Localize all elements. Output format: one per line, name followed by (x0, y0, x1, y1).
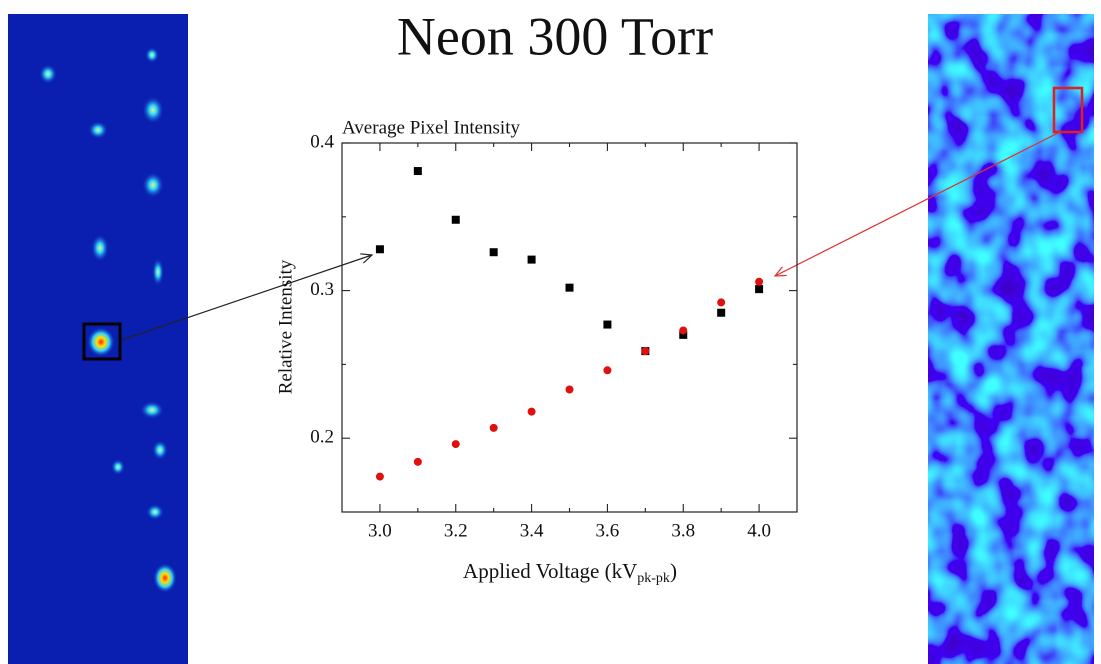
point (527, 255, 536, 264)
y-tick-label: 0.2 (310, 427, 334, 448)
plot-frame (341, 142, 798, 513)
x-tick-label: 3.2 (444, 520, 468, 541)
x-tick-label: 3.6 (596, 520, 620, 541)
x-tick-label: 3.8 (671, 520, 695, 541)
x-tick-label: 3.4 (520, 520, 544, 541)
y-axis-label: Relative Intensity (275, 259, 296, 394)
point (679, 326, 688, 335)
point (451, 215, 460, 224)
chart-title: Average Pixel Intensity (342, 117, 520, 138)
point (375, 245, 384, 254)
point (413, 457, 422, 466)
point (755, 285, 764, 294)
x-axis-label-sub: pk-pk (637, 571, 670, 586)
point (451, 440, 460, 449)
slide-title: Neon 300 Torr (397, 6, 713, 66)
x-axis-label-end: ) (670, 559, 677, 583)
point (413, 167, 422, 176)
x-tick-label: 4.0 (747, 520, 771, 541)
point (717, 298, 726, 307)
point (489, 248, 498, 257)
left-image (8, 14, 188, 664)
x-tick-label: 3.0 (368, 520, 392, 541)
point (679, 330, 688, 339)
point (565, 385, 574, 394)
point (489, 423, 498, 432)
arrow (775, 131, 1061, 276)
arrow (121, 255, 372, 341)
x-axis-label: Applied Voltage (kVpk-pk) (463, 559, 677, 586)
point (565, 283, 574, 292)
point (603, 320, 612, 329)
point (755, 277, 764, 286)
point (527, 407, 536, 416)
point (717, 308, 726, 317)
point (375, 472, 384, 481)
y-tick-label: 0.3 (310, 279, 334, 300)
y-tick-label: 0.4 (310, 131, 334, 152)
right-image (928, 14, 1094, 664)
point (641, 347, 650, 356)
x-axis-label-main: Applied Voltage (kV (463, 559, 637, 583)
point (603, 366, 612, 375)
